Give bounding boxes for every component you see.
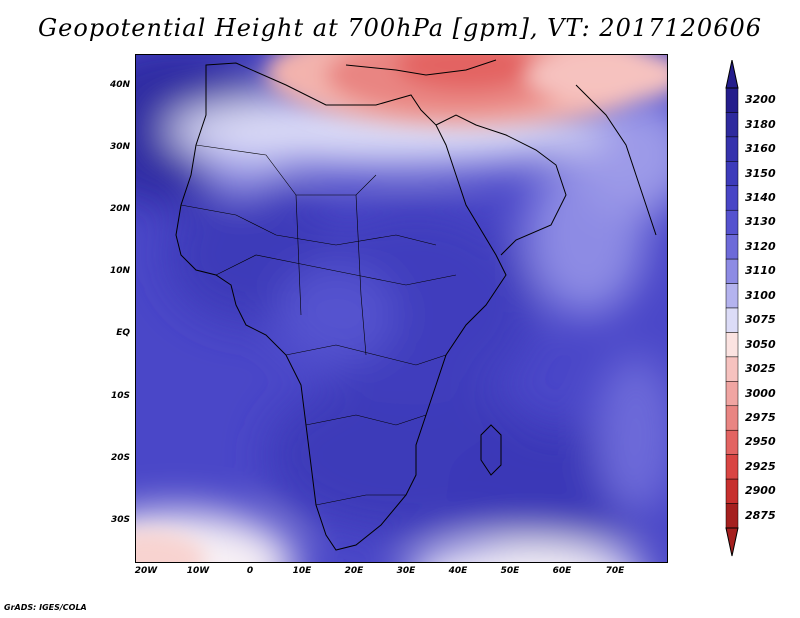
colorbar-level-label: 3075 xyxy=(745,313,776,327)
lat-label: 40N xyxy=(109,80,130,90)
colorbar-cell xyxy=(725,283,739,309)
lon-label: 0 xyxy=(246,566,254,576)
lat-label: 30N xyxy=(109,142,130,152)
lon-label: 70E xyxy=(605,566,625,576)
colorbar-cell xyxy=(725,112,739,138)
colorbar-bottom-arrow xyxy=(725,527,739,557)
country-borders xyxy=(180,144,457,506)
colorbar-cells xyxy=(725,87,739,529)
lat-label: 10S xyxy=(110,391,130,401)
colorbar-cell xyxy=(725,332,739,358)
colorbar-level-label: 3100 xyxy=(745,288,776,302)
colorbar-level-label: 3160 xyxy=(745,142,776,156)
colorbar-top-arrow xyxy=(725,60,739,89)
lon-label: 50E xyxy=(500,566,520,576)
colorbar-cell xyxy=(725,185,739,211)
colorbar-cell xyxy=(725,209,739,235)
colorbar-cell xyxy=(725,478,739,504)
lat-label: 10N xyxy=(109,266,130,276)
colorbar-level-label: 3110 xyxy=(745,264,776,278)
colorbar xyxy=(725,60,739,557)
colorbar-level-label: 3200 xyxy=(745,93,776,107)
colorbar-level-label: 2950 xyxy=(745,435,776,449)
lon-label: 10E xyxy=(292,566,312,576)
colorbar-level-label: 2975 xyxy=(745,411,776,424)
colorbar-cell xyxy=(725,356,739,382)
lon-label: 40E xyxy=(448,566,468,576)
colorbar-level-label: 2875 xyxy=(745,508,776,522)
colorbar-level-label: 2925 xyxy=(745,459,776,473)
colorbar-level-label: 3000 xyxy=(745,386,776,400)
lon-label: 20W xyxy=(134,566,158,576)
colorbar-cell xyxy=(725,503,739,529)
colorbar-cell xyxy=(725,405,739,431)
lat-label: EQ xyxy=(116,328,130,338)
colorbar-cell xyxy=(725,161,739,187)
colorbar-level-label: 3050 xyxy=(745,337,776,351)
colorbar-level-label: 3150 xyxy=(745,166,776,180)
lon-label: 10W xyxy=(186,566,210,576)
colorbar-level-label: 3120 xyxy=(745,239,776,253)
chart-title: Geopotential Height at 700hPa [gpm], VT:… xyxy=(38,14,762,42)
colorbar-level-label: 2900 xyxy=(745,484,776,498)
colorbar-cell xyxy=(725,307,739,333)
map-panel xyxy=(135,54,668,563)
lat-label: 20N xyxy=(109,204,130,214)
coastlines xyxy=(175,59,657,551)
colorbar-cell xyxy=(725,258,739,284)
colorbar-cell xyxy=(725,454,739,480)
lon-label: 30E xyxy=(396,566,416,576)
lon-label: 60E xyxy=(552,566,572,576)
colorbar-level-label: 3130 xyxy=(745,215,776,229)
credit-text: GrADS: IGES/COLA xyxy=(4,603,87,612)
geopotential-map xyxy=(136,55,667,562)
colorbar-level-label: 3025 xyxy=(745,362,776,376)
colorbar-cell xyxy=(725,381,739,407)
colorbar-cell xyxy=(725,234,739,260)
colorbar-cell xyxy=(725,136,739,162)
lat-label: 30S xyxy=(110,515,130,525)
lon-label: 20E xyxy=(344,566,364,576)
colorbar-level-label: 3180 xyxy=(745,117,776,131)
lat-label: 20S xyxy=(110,453,130,463)
colorbar-level-label: 3140 xyxy=(745,191,776,204)
colorbar-cell xyxy=(725,87,739,113)
colorbar-cell xyxy=(725,429,739,455)
